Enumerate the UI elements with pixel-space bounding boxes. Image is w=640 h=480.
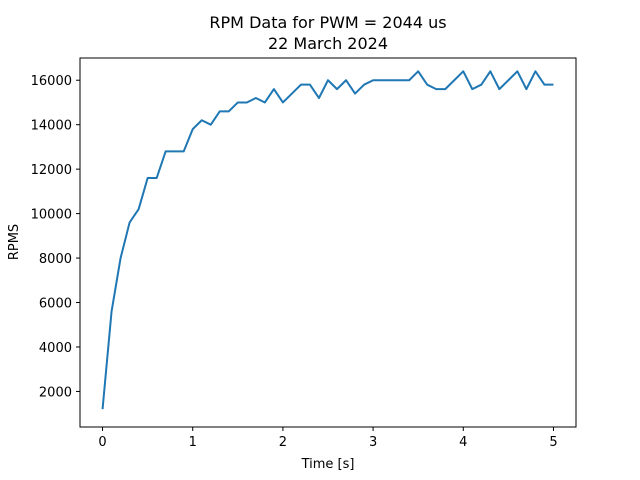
x-tick-label: 2: [279, 435, 287, 450]
y-axis-label: RPMS: [7, 224, 22, 260]
plot-frame: [79, 57, 577, 428]
x-tick-label: 1: [189, 435, 197, 450]
chart-subtitle: 22 March 2024: [268, 34, 388, 53]
y-tick-label: 8000: [39, 252, 72, 267]
x-axis-label: Time [s]: [301, 457, 355, 472]
chart-title: RPM Data for PWM = 2044 us: [209, 13, 446, 32]
y-tick-label: 16000: [31, 74, 72, 89]
x-tick-label: 3: [369, 435, 377, 450]
rpm-series-line: [101, 70, 554, 410]
y-tick-label: 14000: [31, 119, 72, 134]
x-tick-label: 5: [549, 435, 557, 450]
y-tick-label: 10000: [31, 208, 72, 223]
axis-ticks: 0 1 2 3 4 5 2000 4000 6000 8000 10000 12000 14000 160…: [31, 74, 558, 450]
y-tick-label: 6000: [39, 297, 72, 312]
y-tick-label: 4000: [39, 341, 72, 356]
y-tick-label: 12000: [31, 163, 72, 178]
series-group: [101, 70, 554, 410]
x-tick-label: 0: [98, 435, 106, 450]
y-tick-label: 2000: [39, 385, 72, 400]
x-tick-label: 4: [459, 435, 467, 450]
